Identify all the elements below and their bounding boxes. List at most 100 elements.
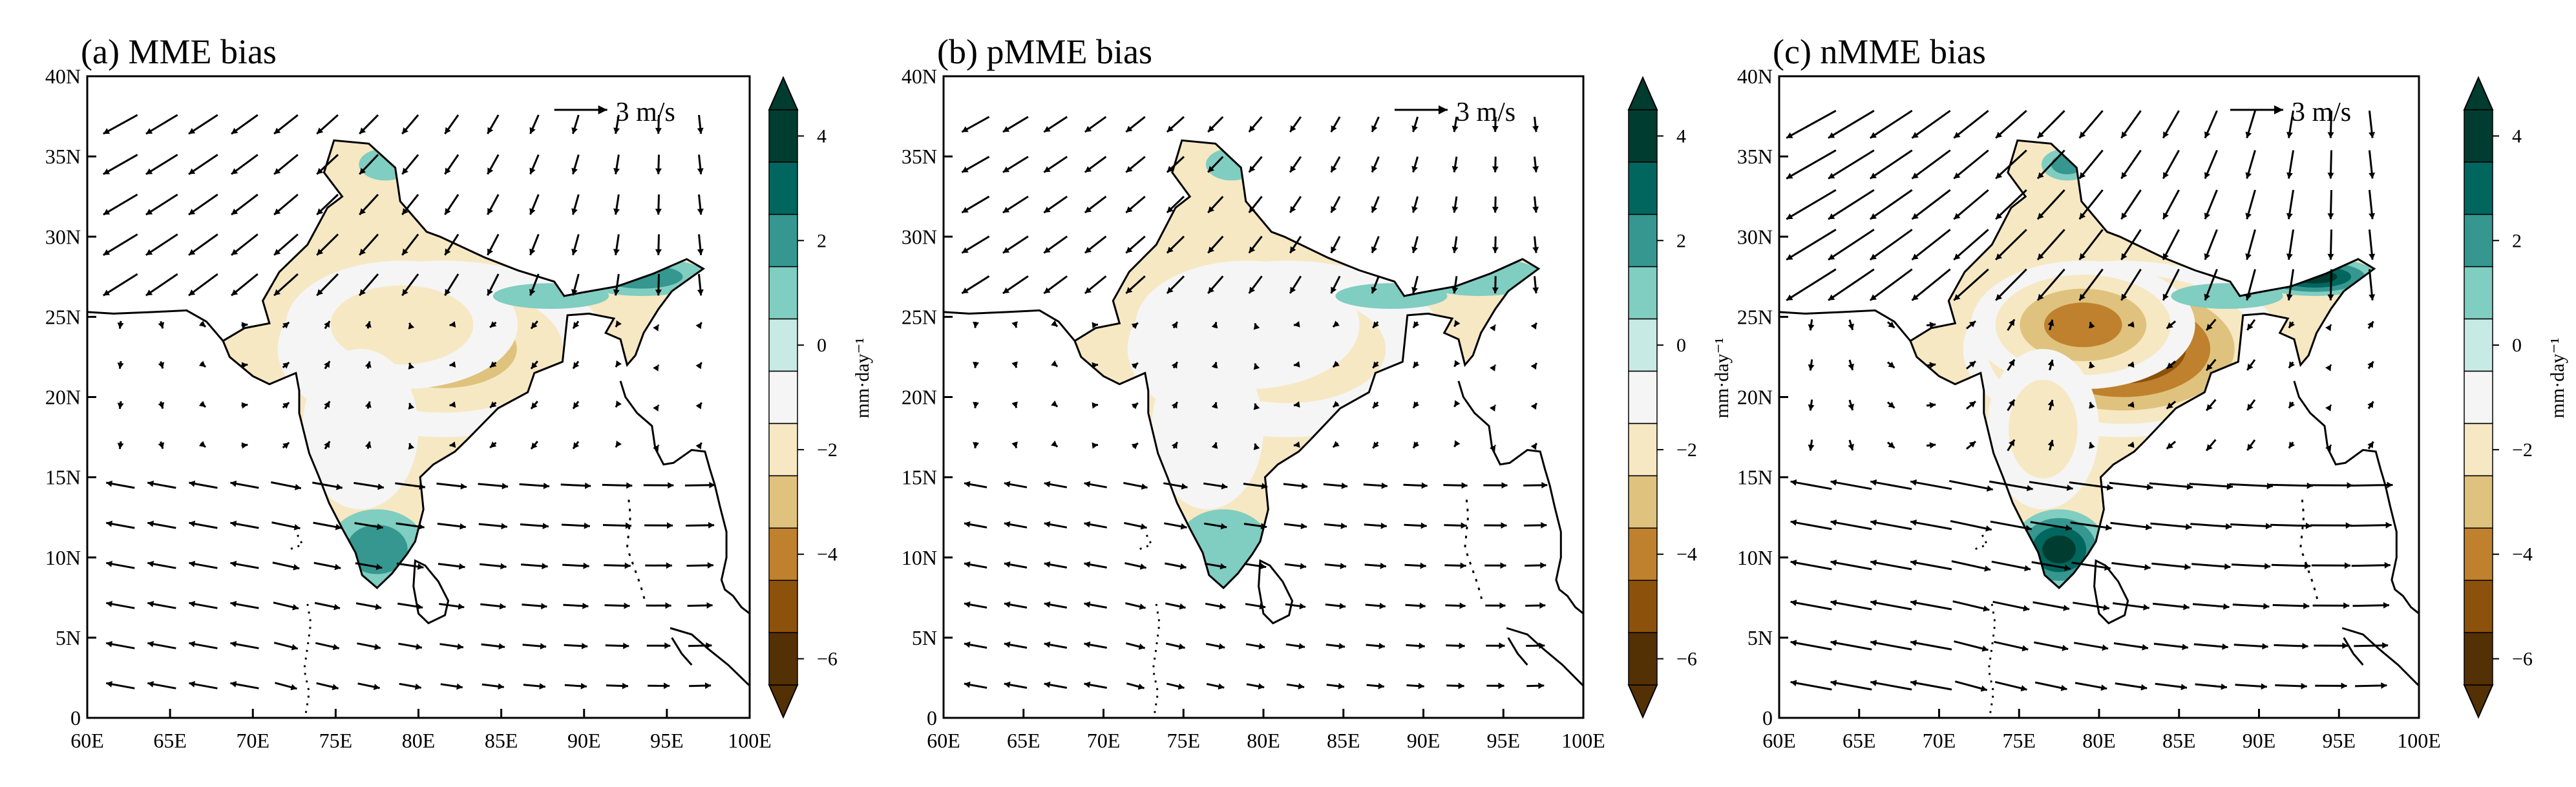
wind-arrow-head <box>1300 523 1307 530</box>
wind-arrow-head <box>1830 680 1837 687</box>
wind-arrow <box>1870 641 1912 651</box>
wind-arrow-head <box>274 208 281 215</box>
wind-arrow-head <box>2327 253 2334 260</box>
wind-arrow-head <box>2163 131 2169 138</box>
x-tick-label: 70E <box>1923 729 1956 752</box>
wind-arrow-head <box>1371 286 1377 293</box>
wind-arrow-head <box>625 522 631 529</box>
wind-arrow <box>1870 480 1912 490</box>
wind-arrow-head <box>1331 286 1337 293</box>
wind-arrow-head <box>1381 482 1388 489</box>
wind-arrow-head <box>1293 401 1300 408</box>
wind-arrow-head <box>1413 401 1420 408</box>
wind-arrow-head <box>665 602 671 609</box>
y-tick-label: 20N <box>45 386 81 409</box>
reference-vector-label: 3 m/s <box>2292 98 2351 127</box>
wind-arrow-head <box>2265 523 2272 530</box>
wind-arrow-head <box>317 167 324 174</box>
wind-arrow <box>2230 523 2272 528</box>
wind-arrow-head <box>241 362 248 369</box>
x-tick-label: 85E <box>1327 729 1360 752</box>
wind-arrow-head <box>571 248 578 255</box>
wind-arrow-head <box>2127 321 2135 328</box>
wind-arrow-head <box>1848 323 1854 330</box>
wind-arrow-head <box>1171 362 1177 369</box>
wind-arrow-head <box>964 561 971 568</box>
wind-arrow-head <box>1218 643 1225 650</box>
wind-arrow-head <box>655 289 662 296</box>
wind-arrow <box>2111 561 2151 569</box>
colorbar-segment <box>1628 423 1658 477</box>
wind-arrow-head <box>1249 125 1256 132</box>
wind-arrow-head <box>615 320 622 327</box>
wind-arrow <box>1911 268 1951 301</box>
wind-arrow-head <box>1219 563 1227 570</box>
bias-contour <box>302 349 419 510</box>
wind-arrow-head <box>1786 132 1793 138</box>
wind-arrow-head <box>2286 213 2293 220</box>
wind-arrow <box>2030 521 2072 530</box>
wind-arrow-head <box>2369 294 2376 300</box>
wind-arrow-head <box>2226 483 2233 490</box>
wind-arrow-head <box>1929 442 1936 449</box>
wind-arrow <box>2191 563 2231 568</box>
wind-arrow <box>2036 268 2065 301</box>
wind-arrow-head <box>1092 442 1098 449</box>
wind-arrow <box>2071 561 2111 570</box>
wind-arrow-head <box>1339 603 1346 609</box>
wind-arrow-head <box>2288 361 2295 368</box>
wind-arrow-head <box>1084 125 1092 132</box>
wind-arrow-head <box>2009 439 2015 446</box>
wind-arrow-head <box>1532 125 1539 132</box>
wind-arrow-head <box>1790 479 1797 486</box>
wind-arrow-head <box>1848 443 1854 450</box>
wind-arrow-head <box>1293 320 1300 328</box>
wind-arrow-head <box>2383 602 2389 609</box>
wind-arrow <box>2120 229 2142 260</box>
wind-arrow-head <box>1171 322 1177 329</box>
wind-arrow-head <box>189 128 196 134</box>
wind-arrow-head <box>364 361 372 368</box>
wind-arrow <box>1911 149 1951 180</box>
wind-arrow-head <box>1828 213 1835 220</box>
wind-arrow-head <box>2166 322 2173 329</box>
wind-arrow-head <box>2121 131 2127 138</box>
wind-arrow-head <box>1539 642 1545 649</box>
wind-arrow-head <box>2369 213 2376 220</box>
wind-arrow-head <box>1492 166 1499 173</box>
x-tick-label: 100E <box>1561 729 1605 752</box>
wind-arrow-head <box>571 208 578 215</box>
wind-arrow <box>1952 600 1990 611</box>
wind-arrow-head <box>335 523 342 530</box>
wind-arrow-head <box>1253 443 1260 450</box>
wind-arrow-head <box>490 321 497 328</box>
wind-arrow-head <box>2387 481 2393 488</box>
reference-vector-head <box>598 105 607 114</box>
wind-arrow-head <box>1290 125 1296 132</box>
coastline-maldives <box>1987 603 1996 713</box>
wind-arrow-head <box>1044 561 1051 568</box>
wind-arrow <box>1869 149 1913 180</box>
wind-arrow-head <box>695 362 702 370</box>
coastline-sumatra-west <box>671 637 693 666</box>
wind-arrow-head <box>1786 254 1793 260</box>
colorbar-tick-label: −2 <box>817 439 838 461</box>
wind-arrow-head <box>230 480 237 487</box>
wind-arrow-head <box>1140 523 1147 530</box>
coastline-sumatra <box>2341 627 2420 687</box>
coastline-india <box>1909 139 2376 589</box>
wind-arrow-head <box>445 207 451 215</box>
wind-arrow-head <box>317 127 324 134</box>
wind-arrow <box>2070 521 2112 530</box>
wind-arrow-head <box>1371 165 1378 173</box>
wind-arrow-head <box>964 681 971 688</box>
x-tick-label: 80E <box>2082 729 2116 752</box>
wind-arrow <box>1994 640 2029 651</box>
wind-arrow-head <box>1929 322 1936 328</box>
colorbar-segment <box>2464 162 2493 215</box>
wind-arrow-head <box>1044 601 1051 608</box>
wind-arrow-head <box>653 364 659 372</box>
wind-arrow-head <box>1996 172 2003 179</box>
wind-arrow-head <box>1208 286 1214 293</box>
wind-arrow-head <box>1492 287 1499 293</box>
